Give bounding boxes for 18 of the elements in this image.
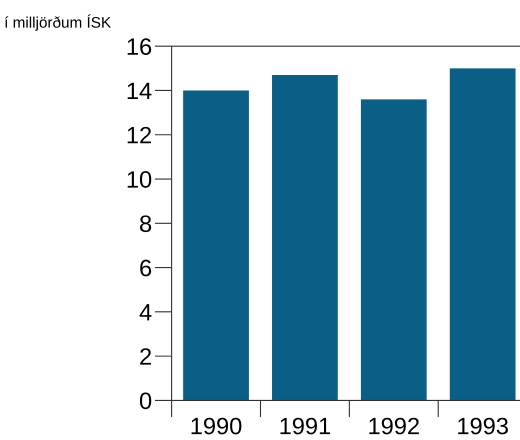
x-tick-label: 1990 [192,418,242,434]
y-tick-label: 16 [128,38,152,55]
bar [183,90,249,400]
y-tick-label: 10 [128,171,152,188]
x-tick-label: 1992 [369,418,419,434]
y-tick-label: 4 [140,304,152,320]
bar [450,68,516,400]
x-tick-label: 1991 [280,418,330,434]
y-tick-label: 0 [140,392,152,410]
y-axis-title: í milljörðum ÍSK [5,14,111,31]
x-tick-label: 1993 [458,418,508,434]
bar [272,74,338,400]
y-tick-label: 12 [128,126,151,144]
y-tick-label: 14 [128,82,152,100]
bar [360,99,427,400]
y-tick-label: 6 [140,260,152,276]
y-tick-label: 2 [140,348,151,365]
y-tick-label: 8 [140,215,152,232]
